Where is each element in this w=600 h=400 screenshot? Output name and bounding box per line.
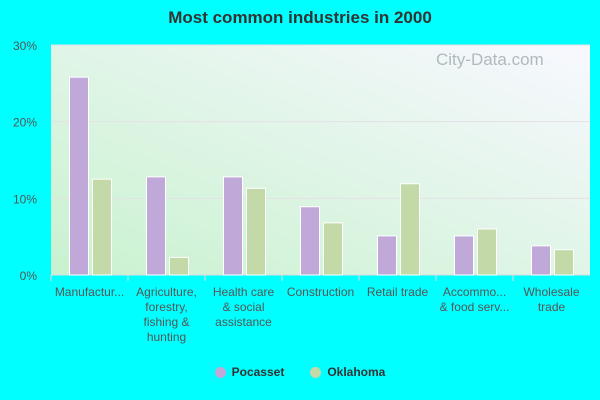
legend-item-pocasset: Pocasset — [214, 365, 285, 379]
legend-item-oklahoma: Oklahoma — [310, 365, 385, 379]
x-tick-label: Manufactur... — [55, 285, 124, 299]
x-tick-label: Health care & social assistance — [213, 285, 275, 329]
bar-oklahoma — [246, 187, 266, 276]
legend-label: Pocasset — [231, 365, 285, 379]
bar-pocasset — [69, 76, 89, 276]
bar-pocasset — [454, 235, 474, 276]
plot-area — [51, 45, 590, 275]
x-tick-label: Construction — [287, 285, 354, 299]
y-tick-label: 0% — [20, 269, 38, 283]
legend-label: Oklahoma — [327, 365, 386, 379]
bar-pocasset — [146, 176, 166, 276]
chart-title: Most common industries in 2000 — [168, 8, 432, 27]
x-tick-label: Agriculture, forestry, fishing & hunting — [136, 285, 197, 344]
legend-swatch — [310, 366, 322, 378]
bar-oklahoma — [554, 249, 574, 276]
bar-pocasset — [300, 206, 320, 276]
y-tick-label: 20% — [13, 116, 37, 130]
bar-oklahoma — [400, 183, 420, 276]
bar-oklahoma — [92, 178, 112, 276]
bar-pocasset — [377, 235, 397, 276]
x-tick-label: Wholesale trade — [523, 285, 579, 314]
legend: Pocasset Oklahoma — [0, 365, 600, 379]
bar-oklahoma — [477, 228, 497, 276]
x-tick-label: Retail trade — [367, 285, 429, 299]
bar-pocasset — [223, 176, 243, 276]
legend-swatch — [214, 366, 226, 378]
bar-oklahoma — [323, 222, 343, 276]
y-tick-label: 30% — [13, 39, 37, 53]
bar-pocasset — [531, 245, 551, 276]
bar-oklahoma — [169, 256, 189, 276]
watermark-logo: City-Data.com — [436, 50, 544, 69]
x-tick-label: Accommo... & food serv... — [440, 285, 510, 314]
y-tick-label: 10% — [13, 192, 37, 206]
